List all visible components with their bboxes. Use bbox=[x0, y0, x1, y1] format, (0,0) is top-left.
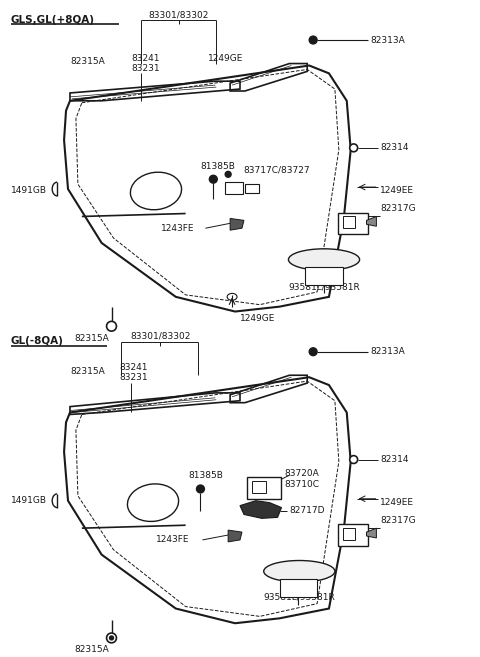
Polygon shape bbox=[367, 528, 376, 538]
Polygon shape bbox=[230, 218, 244, 230]
Polygon shape bbox=[240, 501, 281, 518]
Text: 81385B: 81385B bbox=[201, 162, 235, 171]
FancyBboxPatch shape bbox=[247, 477, 280, 499]
Text: 82314: 82314 bbox=[380, 455, 409, 464]
Text: 83717C/83727: 83717C/83727 bbox=[243, 166, 310, 175]
Text: 1249GE: 1249GE bbox=[240, 315, 276, 323]
FancyBboxPatch shape bbox=[225, 182, 243, 194]
FancyBboxPatch shape bbox=[279, 579, 317, 597]
Text: 82313A: 82313A bbox=[371, 348, 405, 356]
FancyBboxPatch shape bbox=[343, 528, 355, 540]
Text: 82317G: 82317G bbox=[380, 204, 416, 213]
Circle shape bbox=[196, 485, 204, 493]
Text: 93581L/93581R: 93581L/93581R bbox=[288, 282, 360, 291]
Text: 83301/83302: 83301/83302 bbox=[148, 11, 209, 20]
Ellipse shape bbox=[288, 249, 360, 271]
Circle shape bbox=[107, 321, 117, 331]
Text: 82315A: 82315A bbox=[74, 334, 108, 343]
Text: GLS,GL(+8QA): GLS,GL(+8QA) bbox=[11, 14, 95, 24]
Text: 81385B: 81385B bbox=[189, 471, 224, 480]
Circle shape bbox=[309, 348, 317, 355]
Circle shape bbox=[309, 36, 317, 44]
Polygon shape bbox=[228, 530, 242, 542]
Text: 83231: 83231 bbox=[120, 373, 148, 382]
Text: 82315A: 82315A bbox=[74, 645, 108, 654]
Text: 83241: 83241 bbox=[131, 54, 160, 63]
Circle shape bbox=[109, 636, 113, 640]
FancyBboxPatch shape bbox=[338, 212, 368, 234]
FancyBboxPatch shape bbox=[343, 216, 355, 228]
Circle shape bbox=[209, 175, 217, 183]
Text: 1491GB: 1491GB bbox=[11, 187, 47, 196]
FancyBboxPatch shape bbox=[252, 481, 266, 493]
Text: 1249EE: 1249EE bbox=[380, 187, 414, 196]
Text: 1243FE: 1243FE bbox=[161, 224, 194, 233]
Text: 83720A: 83720A bbox=[285, 469, 319, 478]
Text: 82313A: 82313A bbox=[371, 35, 405, 45]
Circle shape bbox=[350, 455, 358, 463]
Circle shape bbox=[107, 633, 117, 643]
Ellipse shape bbox=[264, 560, 335, 582]
Circle shape bbox=[225, 171, 231, 177]
Text: 83301/83302: 83301/83302 bbox=[131, 331, 191, 340]
FancyBboxPatch shape bbox=[245, 184, 259, 193]
Circle shape bbox=[350, 144, 358, 152]
Text: 1491GB: 1491GB bbox=[11, 496, 47, 505]
Polygon shape bbox=[367, 216, 376, 226]
Text: 82717D: 82717D bbox=[289, 506, 325, 515]
Text: 83231: 83231 bbox=[131, 64, 160, 72]
Text: 1243FE: 1243FE bbox=[156, 535, 190, 545]
FancyBboxPatch shape bbox=[305, 267, 343, 285]
Text: 82317G: 82317G bbox=[380, 516, 416, 525]
Text: 83710C: 83710C bbox=[285, 480, 320, 489]
Text: 1249GE: 1249GE bbox=[208, 54, 244, 63]
Text: GL(-8QA): GL(-8QA) bbox=[11, 336, 63, 346]
FancyBboxPatch shape bbox=[338, 524, 368, 546]
Text: 82315A: 82315A bbox=[70, 57, 105, 66]
Text: 82314: 82314 bbox=[380, 143, 409, 152]
Text: 93581L/93581R: 93581L/93581R bbox=[264, 593, 335, 602]
Text: 83241: 83241 bbox=[120, 363, 148, 373]
Text: 1249EE: 1249EE bbox=[380, 498, 414, 507]
Text: 82315A: 82315A bbox=[70, 367, 105, 376]
